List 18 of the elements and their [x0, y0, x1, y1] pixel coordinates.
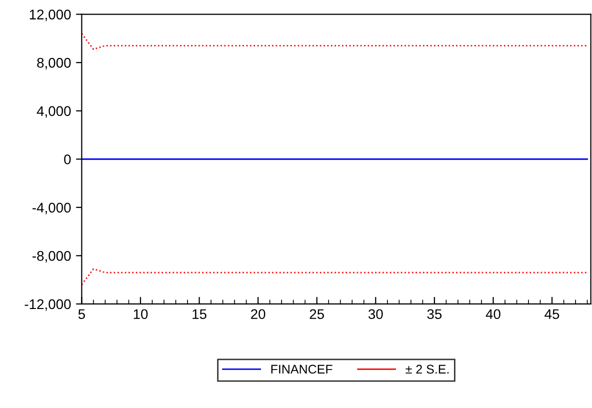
y-tick-label: 12,000 — [30, 10, 71, 22]
y-tick-label: 4,000 — [36, 106, 71, 118]
y-tick-label: 8,000 — [37, 58, 71, 70]
x-tick-label: 40 — [486, 309, 500, 320]
x-tick-label: 5 — [78, 309, 85, 320]
x-tick-label: 35 — [427, 309, 442, 320]
y-tick-label: -12,000 — [24, 299, 71, 311]
x-tick-label: 45 — [544, 309, 560, 320]
x-tick-label: 30 — [368, 309, 383, 320]
y-tick-label: -4,000 — [32, 202, 71, 214]
legend-label: ± 2 S.E. — [406, 364, 449, 374]
x-tick-label: 20 — [251, 309, 266, 320]
y-tick-label: 0 — [64, 154, 71, 164]
legend-label: FINANCEF — [271, 364, 332, 374]
x-tick-label: 25 — [310, 309, 324, 320]
y-tick-label: -8,000 — [32, 251, 71, 262]
x-tick-label: 10 — [134, 309, 148, 320]
x-tick-label: 15 — [192, 309, 206, 320]
